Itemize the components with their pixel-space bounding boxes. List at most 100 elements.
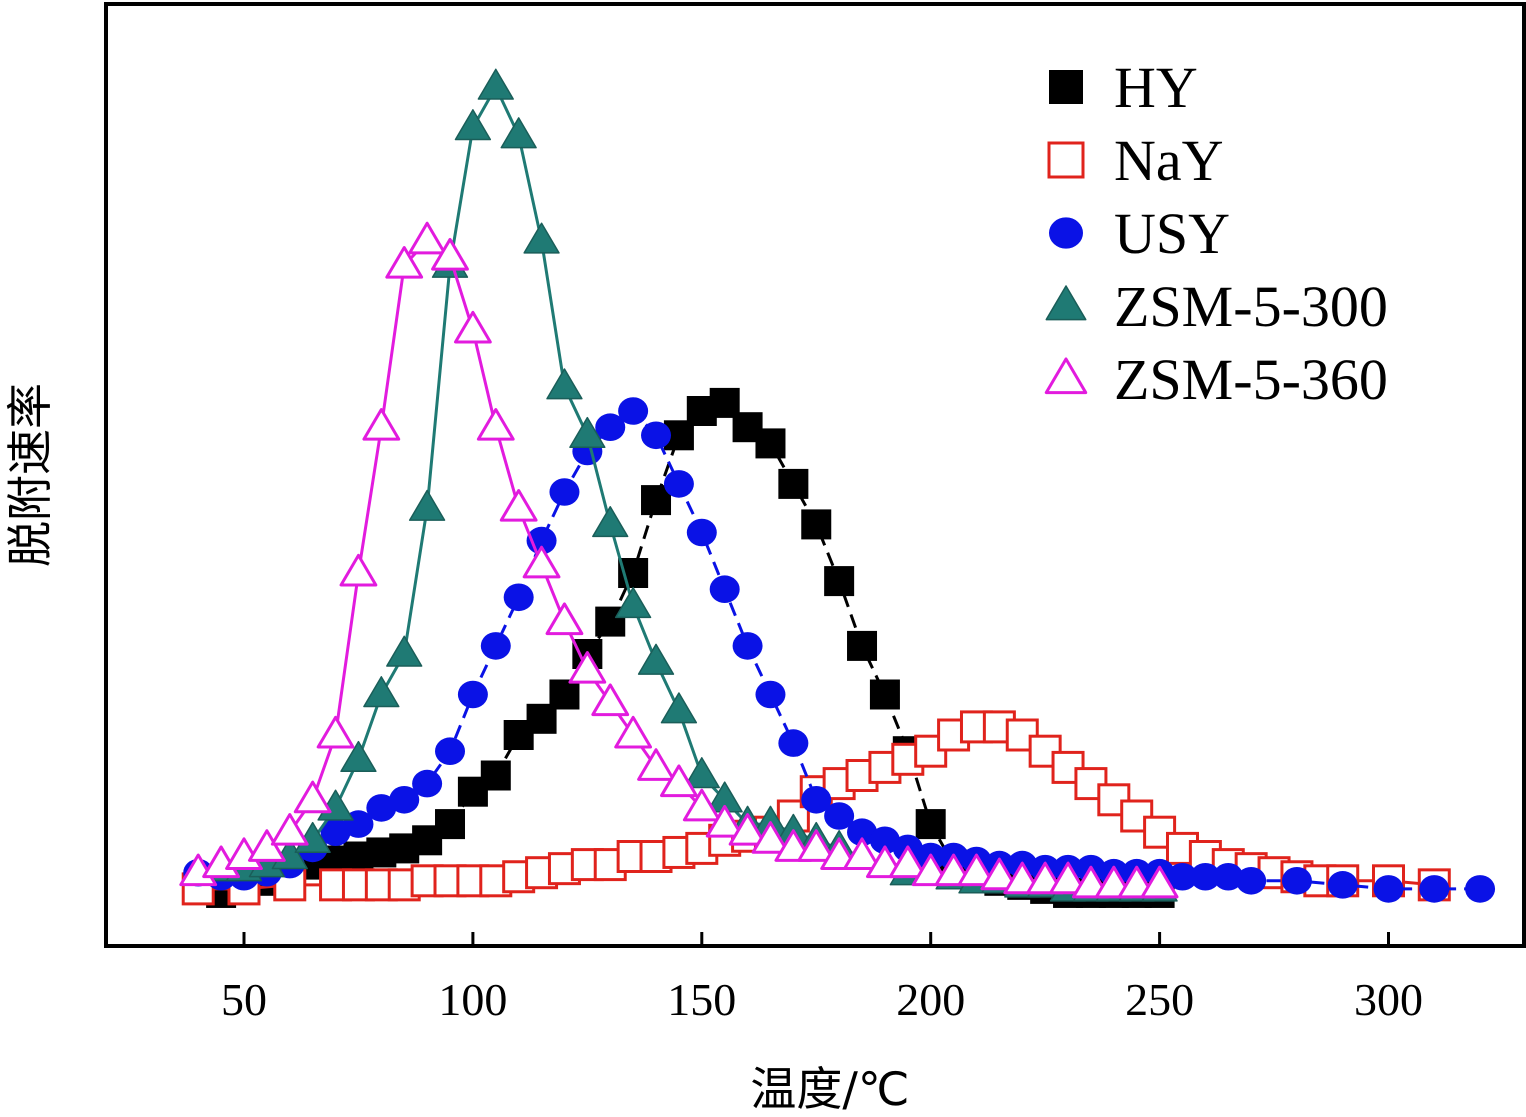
data-point <box>751 821 790 854</box>
data-point <box>801 786 832 814</box>
data-point <box>549 478 580 506</box>
data-point <box>270 813 309 846</box>
legend-label: NaY <box>1114 128 1224 193</box>
x-tick-label: 250 <box>1125 974 1194 1025</box>
data-point <box>709 575 740 603</box>
data-point <box>845 759 879 792</box>
legend: HY NaY USY ZSM-5-300 ZSM-5-360 <box>1044 55 1388 412</box>
data-point <box>1213 862 1244 891</box>
legend-item: ZSM-5-360 <box>1044 347 1388 412</box>
legend-label: HY <box>1114 55 1198 120</box>
data-point <box>683 757 720 789</box>
data-point <box>1236 867 1267 895</box>
data-point <box>386 635 423 667</box>
data-point <box>431 237 469 271</box>
data-point <box>980 857 1019 891</box>
data-point <box>523 222 560 254</box>
data-point <box>362 408 401 441</box>
data-point <box>363 676 400 708</box>
data-point <box>366 794 397 822</box>
data-point <box>1167 862 1198 891</box>
data-point <box>1190 862 1221 891</box>
data-point <box>1140 865 1179 899</box>
data-point <box>408 221 447 255</box>
data-point <box>778 468 809 499</box>
x-axis-ticks: 50 100 150 200 250 300 <box>221 932 1423 1025</box>
data-point <box>637 748 675 781</box>
data-point <box>755 680 786 709</box>
data-point <box>686 518 717 547</box>
data-point <box>1373 875 1404 903</box>
data-point <box>385 246 424 279</box>
data-point <box>480 760 511 791</box>
data-point <box>339 553 378 587</box>
data-point <box>824 802 855 830</box>
data-point <box>915 809 946 840</box>
data-point <box>568 651 607 684</box>
data-point <box>888 845 927 879</box>
data-point <box>477 68 514 100</box>
data-point <box>592 505 629 538</box>
data-point <box>412 769 443 798</box>
data-point <box>545 602 584 636</box>
legend-item: ZSM-5-300 <box>1045 274 1388 339</box>
data-point <box>1327 871 1358 899</box>
data-point <box>1281 867 1312 895</box>
data-point <box>797 829 836 862</box>
legend-item: NaY <box>1047 128 1224 193</box>
data-point <box>660 692 698 724</box>
data-point <box>641 421 672 450</box>
data-point <box>340 740 377 773</box>
legend-marker <box>1044 357 1088 395</box>
data-point <box>546 368 583 400</box>
data-point <box>503 583 534 612</box>
x-tick-label: 200 <box>896 974 965 1025</box>
data-point <box>755 428 786 459</box>
data-point <box>389 786 420 814</box>
legend-marker <box>1049 217 1083 249</box>
data-point <box>500 117 537 149</box>
data-point <box>408 489 446 521</box>
x-tick-label: 50 <box>221 974 267 1025</box>
legend-item: HY <box>1049 55 1198 120</box>
data-point <box>1419 875 1450 903</box>
data-point <box>454 109 492 141</box>
data-point <box>663 470 694 498</box>
data-point <box>801 509 832 540</box>
data-point <box>957 853 996 887</box>
legend-label: USY <box>1114 201 1230 266</box>
data-point <box>499 489 538 522</box>
data-point <box>457 680 488 709</box>
data-point <box>824 566 855 597</box>
data-point <box>732 632 763 660</box>
data-point <box>1465 875 1496 903</box>
y-axis-title: 脱附速率 <box>3 383 57 567</box>
data-point <box>549 679 580 710</box>
data-point <box>569 416 606 449</box>
series-zsm-5-360 <box>179 221 1179 899</box>
data-point <box>705 804 744 838</box>
data-point <box>614 715 653 749</box>
data-point <box>454 310 492 344</box>
data-point <box>618 397 649 425</box>
series-layer <box>179 68 1496 908</box>
legend-marker <box>1047 141 1085 179</box>
data-point <box>476 408 515 441</box>
legend-marker <box>1049 70 1083 104</box>
x-tick-label: 100 <box>438 974 507 1025</box>
data-point <box>660 764 698 798</box>
data-point <box>637 643 675 675</box>
data-point <box>316 715 355 749</box>
data-point <box>869 679 900 710</box>
x-axis-title: 温度/℃ <box>750 1062 909 1116</box>
data-point <box>728 813 767 846</box>
data-point <box>435 737 466 765</box>
data-point <box>595 413 626 442</box>
data-point <box>778 729 809 757</box>
x-tick-label: 300 <box>1354 974 1423 1025</box>
legend-label: ZSM-5-300 <box>1114 274 1388 339</box>
data-point <box>1049 861 1087 895</box>
legend-label: ZSM-5-360 <box>1114 347 1388 412</box>
data-point <box>869 826 900 855</box>
